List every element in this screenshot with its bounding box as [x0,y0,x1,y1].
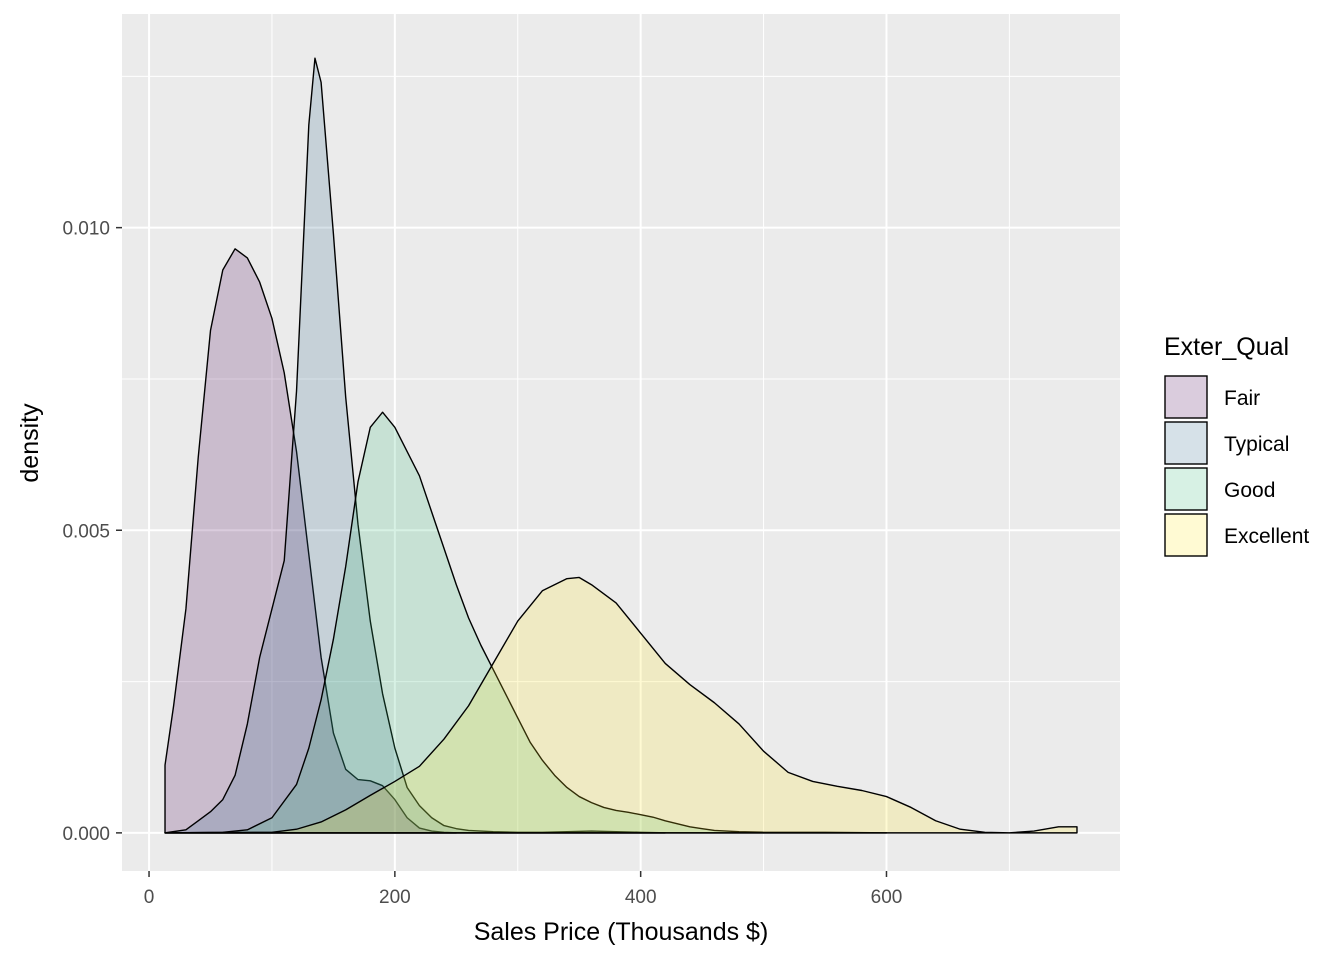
x-axis: 0 200 400 600 [144,871,903,908]
x-axis-title: Sales Price (Thousands $) [474,918,769,946]
y-axis: 0.000 0.005 0.010 [62,219,122,845]
legend-key-background [1164,421,1208,465]
y-tick-label: 0.000 [62,824,110,845]
y-tick-label: 0.010 [62,219,110,240]
legend-label-typical: Typical [1224,433,1289,456]
legend: Exter_Qual Fair Typical Good Excellent [1164,333,1309,557]
legend-swatch-fair [1164,375,1208,419]
density-area-good [164,411,888,834]
x-tick-label: 200 [379,887,411,908]
plot-panel [122,14,1120,871]
density-area-fair [164,248,458,834]
legend-title: Exter_Qual [1164,333,1289,361]
legend-key-background [1164,375,1208,419]
legend-swatch-excellent [1164,513,1208,557]
density-area-excellent [164,576,1078,834]
legend-label-fair: Fair [1224,387,1260,410]
x-tick-label: 600 [871,887,903,908]
x-tick-label: 0 [144,887,155,908]
legend-key-background [1164,513,1208,557]
legend-label-good: Good [1224,479,1275,502]
legend-items: Fair Typical Good Excellent [1164,375,1309,557]
density-area-typical [164,57,666,834]
legend-key-background [1164,467,1208,511]
y-tick-label: 0.005 [62,521,110,542]
legend-swatch-good [1164,467,1208,511]
x-tick-label: 400 [625,887,657,908]
legend-swatch-typical [1164,421,1208,465]
y-axis-title: density [16,403,44,483]
density-areas [164,57,1078,834]
legend-label-excellent: Excellent [1224,525,1309,548]
